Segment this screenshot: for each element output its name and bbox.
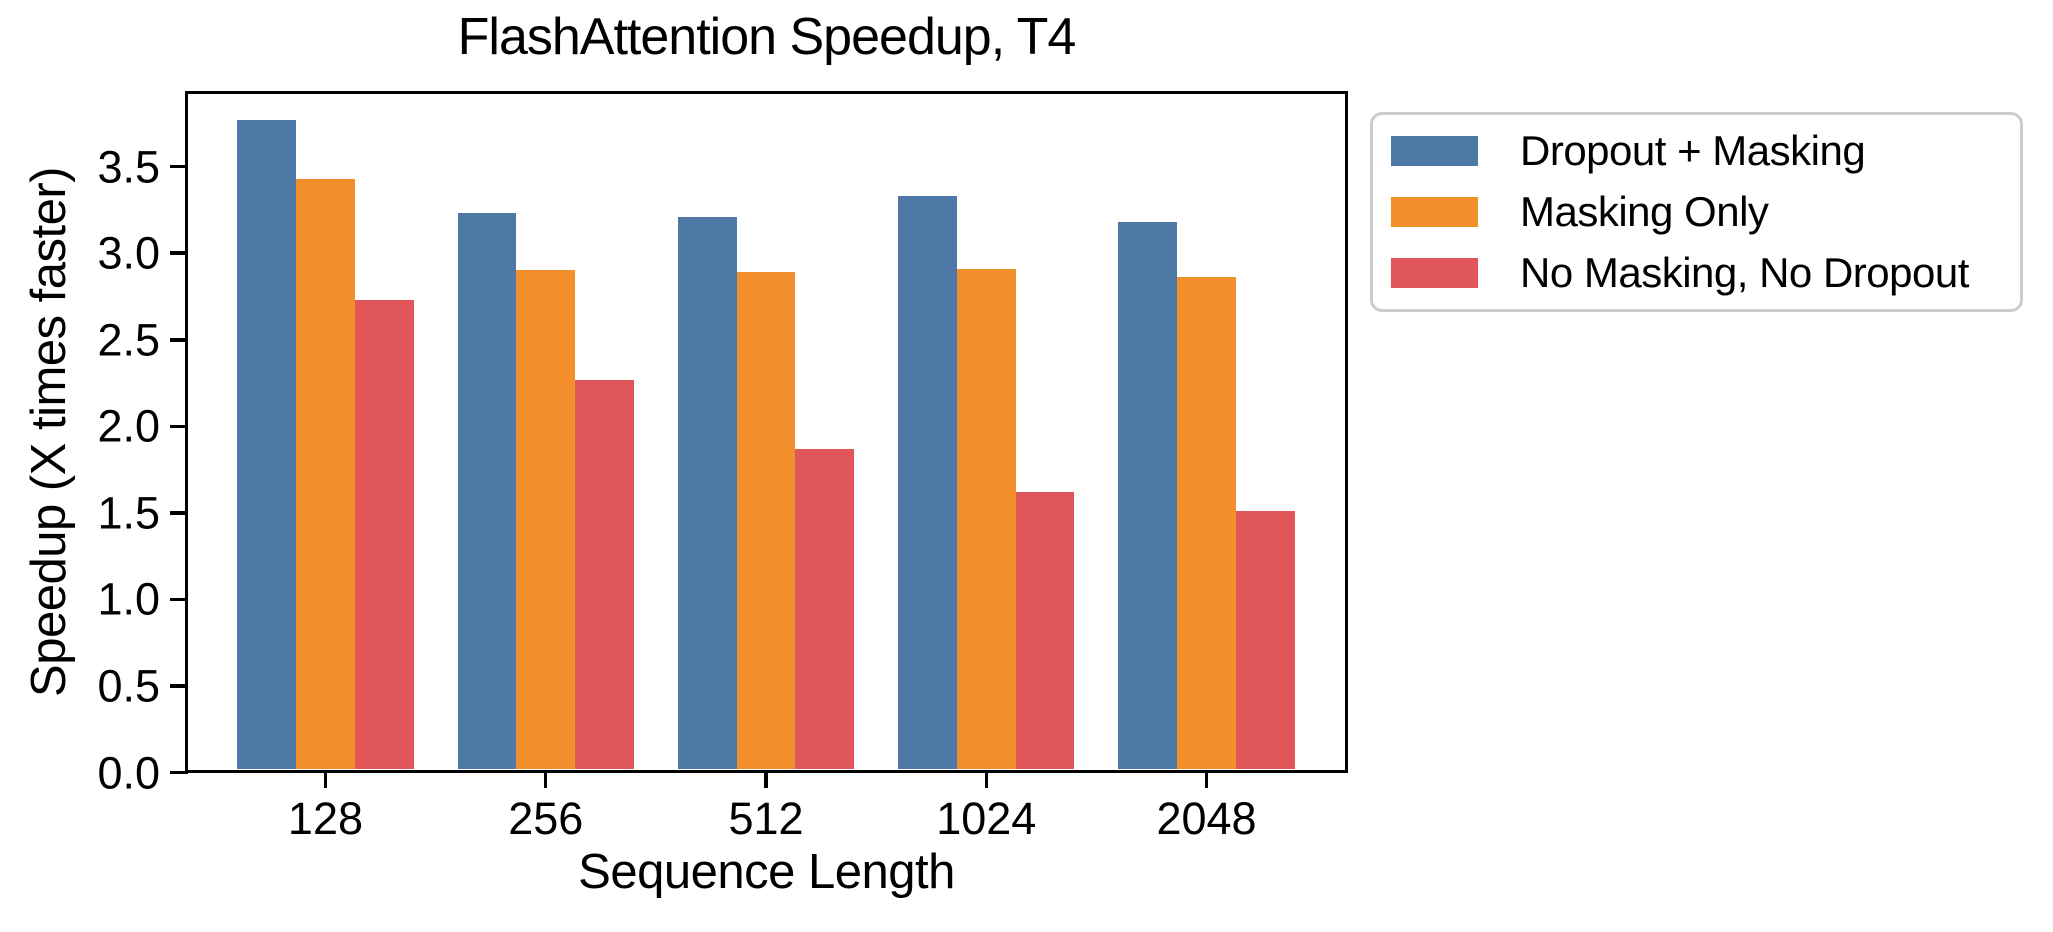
x-tick-mark <box>984 770 988 788</box>
legend-swatch-masking-only <box>1391 197 1478 227</box>
bar-no-masking-no-dropout-2048 <box>1235 511 1295 769</box>
y-tick-label: 3.0 <box>97 227 160 279</box>
plot-area: 0.0 0.5 1.0 1.5 2.0 2.5 3.0 3.5 128 256 512 1024 204… <box>97 91 1348 841</box>
bar-masking-only-256 <box>516 270 576 769</box>
bar-masking-only-1024 <box>956 268 1016 769</box>
bar-dropout-masking-128 <box>237 119 297 769</box>
x-tick-label: 2048 <box>1156 793 1257 844</box>
y-tick-mark <box>170 338 188 342</box>
bar-no-masking-no-dropout-256 <box>575 379 634 769</box>
y-tick-label: 1.0 <box>97 573 160 625</box>
bar-no-masking-no-dropout-512 <box>795 448 855 769</box>
legend-swatch-no-masking-no-dropout <box>1391 257 1478 288</box>
bar-dropout-masking-1024 <box>898 196 957 769</box>
bar-masking-only-128 <box>296 178 355 769</box>
y-tick-mark <box>170 684 188 688</box>
legend-label-no-masking-no-dropout: No Masking, No Dropout <box>1520 248 1969 296</box>
x-tick-mark <box>323 770 328 788</box>
legend-label-dropout-masking: Dropout + Masking <box>1520 127 1866 175</box>
bar-dropout-masking-512 <box>677 216 737 769</box>
y-axis-label-container: Speedup (X times faster) <box>14 91 84 773</box>
x-tick-mark <box>764 770 768 788</box>
bar-dropout-masking-256 <box>457 213 517 769</box>
y-tick-mark <box>170 597 188 602</box>
y-tick-mark <box>170 424 188 429</box>
chart-title: FlashAttention Speedup, T4 <box>457 8 1077 66</box>
y-tick-label: 2.5 <box>97 314 160 366</box>
y-tick-mark <box>170 511 188 515</box>
y-tick-label: 2.0 <box>97 400 160 452</box>
x-tick-label: 512 <box>728 793 804 844</box>
y-tick-mark <box>170 770 188 775</box>
legend-item-no-masking-no-dropout: No Masking, No Dropout <box>1391 242 2002 303</box>
x-axis-label: Sequence Length <box>578 845 955 899</box>
legend-label-masking-only: Masking Only <box>1520 188 1769 235</box>
legend-item-masking-only: Masking Only <box>1391 182 2002 243</box>
bar-masking-only-512 <box>736 272 796 769</box>
y-axis-label: Speedup (X times faster) <box>21 167 76 697</box>
bar-no-masking-no-dropout-1024 <box>1015 492 1075 769</box>
legend: Dropout + Masking Masking Only No Maskin… <box>1370 112 2023 312</box>
y-tick-mark <box>170 164 188 169</box>
legend-item-dropout-masking: Dropout + Masking <box>1391 121 2002 182</box>
y-tick-label: 0.0 <box>97 747 160 798</box>
bar-no-masking-no-dropout-128 <box>354 299 414 769</box>
x-tick-label: 128 <box>287 793 364 844</box>
y-tick-label: 0.5 <box>97 660 160 712</box>
x-tick-mark <box>1204 770 1209 788</box>
bar-masking-only-2048 <box>1177 277 1236 769</box>
legend-swatch-dropout-masking <box>1391 136 1478 167</box>
bar-dropout-masking-2048 <box>1118 222 1178 769</box>
y-tick-label: 1.5 <box>97 487 160 539</box>
x-tick-label: 1024 <box>936 793 1037 844</box>
y-tick-label: 3.5 <box>97 141 160 193</box>
y-tick-mark <box>170 251 188 255</box>
x-tick-label: 256 <box>508 793 584 844</box>
x-tick-mark <box>543 770 548 788</box>
